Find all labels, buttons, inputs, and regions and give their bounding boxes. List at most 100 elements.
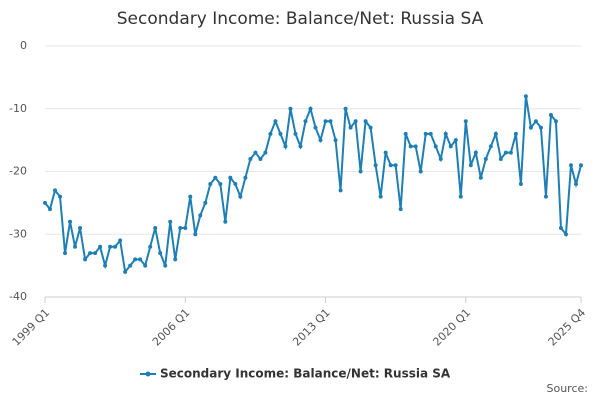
- point: [413, 144, 418, 149]
- point: [108, 244, 113, 249]
- point: [88, 251, 93, 256]
- point: [458, 194, 463, 199]
- point: [488, 144, 493, 149]
- point: [313, 125, 318, 130]
- point: [118, 238, 123, 243]
- point: [298, 144, 303, 149]
- line: [44, 96, 582, 275]
- x-tick-label: 2025 Q4: [546, 306, 589, 349]
- point: [503, 150, 508, 155]
- point: [173, 257, 178, 262]
- point: [348, 125, 353, 130]
- point: [138, 257, 143, 262]
- point: [433, 144, 438, 149]
- point: [343, 106, 348, 111]
- point: [73, 244, 78, 249]
- point: [388, 163, 393, 168]
- x-tick-label: 2013 Q1: [290, 306, 333, 349]
- point: [228, 175, 233, 180]
- chart-title: Secondary Income: Balance/Net: Russia SA: [117, 9, 484, 29]
- point: [523, 94, 528, 99]
- point: [248, 156, 253, 161]
- point: [193, 232, 198, 237]
- point: [58, 194, 63, 199]
- point: [288, 106, 293, 111]
- point: [468, 163, 473, 168]
- point: [408, 144, 413, 149]
- point: [568, 163, 573, 168]
- point: [528, 125, 533, 130]
- y-tick-label: 0: [20, 39, 27, 52]
- point: [418, 169, 423, 174]
- point: [158, 251, 163, 256]
- point: [378, 194, 383, 199]
- point: [133, 257, 138, 262]
- point: [518, 182, 523, 187]
- point: [363, 119, 368, 124]
- y-tick-label: -30: [9, 227, 27, 240]
- point: [478, 175, 483, 180]
- point: [543, 194, 548, 199]
- point: [423, 131, 428, 136]
- point: [513, 131, 518, 136]
- point: [473, 150, 478, 155]
- point: [579, 163, 583, 168]
- point: [393, 163, 398, 168]
- point: [203, 200, 208, 205]
- point: [533, 119, 538, 124]
- x-tick-label: 1999 Q1: [10, 306, 53, 349]
- point: [168, 219, 173, 224]
- legend-label: Secondary Income: Balance/Net: Russia SA: [160, 367, 451, 381]
- y-tick-label: -10: [9, 102, 27, 115]
- point: [358, 169, 363, 174]
- point: [98, 244, 103, 249]
- point: [403, 131, 408, 136]
- point: [43, 200, 47, 205]
- point: [103, 263, 108, 268]
- point: [548, 113, 553, 118]
- point: [233, 182, 238, 187]
- point: [178, 225, 183, 230]
- point: [333, 138, 338, 143]
- point: [453, 138, 458, 143]
- point: [258, 156, 263, 161]
- point: [78, 225, 83, 230]
- point: [398, 207, 403, 212]
- point: [153, 225, 158, 230]
- point: [268, 131, 273, 136]
- point: [143, 263, 148, 268]
- y-tick-label: -20: [9, 165, 27, 178]
- point: [328, 119, 333, 124]
- point: [383, 150, 388, 155]
- point: [243, 175, 248, 180]
- point: [113, 244, 118, 249]
- point: [508, 150, 513, 155]
- point: [68, 219, 73, 224]
- point: [218, 182, 223, 187]
- point: [293, 131, 298, 136]
- point: [183, 225, 188, 230]
- point: [148, 244, 153, 249]
- point: [483, 156, 488, 161]
- point: [448, 144, 453, 149]
- point: [253, 150, 258, 155]
- point: [188, 194, 193, 199]
- point: [308, 106, 313, 111]
- point: [278, 131, 283, 136]
- point: [223, 219, 228, 224]
- point: [208, 182, 213, 187]
- point: [353, 119, 358, 124]
- point: [558, 225, 563, 230]
- point: [123, 269, 128, 274]
- point: [238, 194, 243, 199]
- point: [128, 263, 133, 268]
- point: [538, 125, 543, 130]
- point: [213, 175, 218, 180]
- point: [563, 232, 568, 237]
- point: [373, 163, 378, 168]
- legend-marker: [145, 371, 151, 377]
- point: [263, 150, 268, 155]
- point: [163, 263, 168, 268]
- point: [338, 188, 343, 193]
